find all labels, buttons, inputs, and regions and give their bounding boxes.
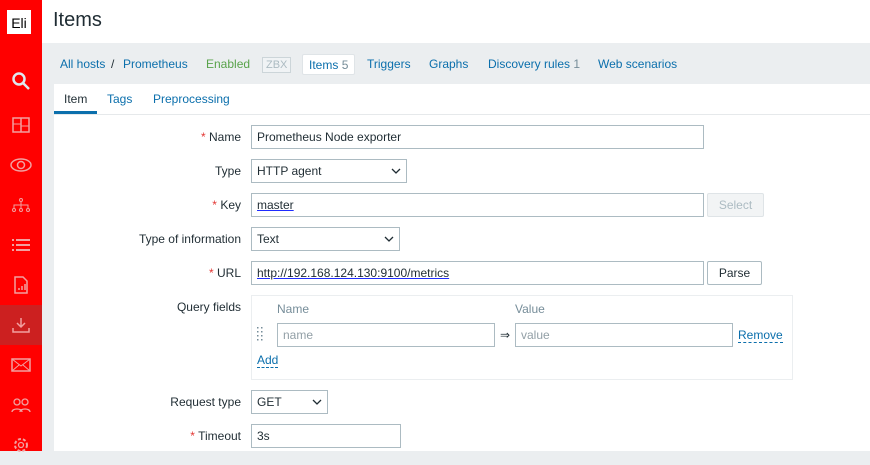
breadcrumb-host[interactable]: Prometheus: [123, 57, 188, 71]
remove-link[interactable]: Remove: [738, 328, 783, 343]
timeout-input[interactable]: 3s: [251, 424, 401, 448]
add-link[interactable]: Add: [257, 353, 279, 368]
chevron-down-icon: [312, 399, 322, 405]
search-icon[interactable]: [0, 61, 42, 101]
tab-preprocessing[interactable]: Preprocessing: [153, 92, 230, 106]
nav-triggers[interactable]: Triggers: [367, 57, 411, 71]
nav-discovery-rules[interactable]: Discovery rules 1: [488, 57, 580, 71]
monitoring-eye-icon[interactable]: [0, 145, 42, 185]
query-value-input[interactable]: value: [515, 323, 733, 347]
header: Items: [42, 0, 870, 43]
reports-icon[interactable]: [0, 265, 42, 305]
query-name-input[interactable]: name: [277, 323, 495, 347]
drag-handle-icon[interactable]: [256, 326, 264, 344]
status-enabled[interactable]: Enabled: [206, 57, 251, 71]
active-tab-indicator: [54, 111, 97, 114]
network-icon[interactable]: [0, 185, 42, 225]
url-label: * URL: [208, 266, 241, 280]
alerts-mail-icon[interactable]: [0, 345, 42, 385]
select-button[interactable]: Select: [707, 193, 764, 217]
key-input[interactable]: master: [251, 193, 704, 217]
type-of-information-label: Type of information: [138, 232, 241, 246]
nav-items[interactable]: Items 5: [302, 54, 356, 75]
tab-divider: [54, 114, 870, 115]
type-select[interactable]: HTTP agent: [251, 159, 407, 183]
name-input[interactable]: Prometheus Node exporter: [251, 125, 704, 149]
parse-button[interactable]: Parse: [707, 261, 762, 285]
settings-gear-icon[interactable]: [0, 425, 42, 465]
discovery-count: 1: [573, 57, 581, 71]
url-input[interactable]: http://192.168.124.130:9100/metrics: [251, 261, 704, 285]
tab-tags[interactable]: Tags: [107, 92, 133, 106]
nav-graphs[interactable]: Graphs: [429, 57, 469, 71]
type-of-information-select[interactable]: Text: [251, 227, 400, 251]
sidebar: Eli: [0, 0, 42, 452]
tab-item[interactable]: Item: [64, 92, 88, 106]
users-icon[interactable]: [0, 385, 42, 425]
type-label: Type: [214, 164, 241, 178]
page-title: Items: [53, 9, 102, 31]
query-fields-box: [251, 295, 793, 380]
chevron-down-icon: [384, 236, 394, 242]
query-name-header: Name: [277, 302, 310, 316]
breadcrumb-separator: /: [111, 57, 115, 71]
zbx-badge: ZBX: [262, 57, 292, 73]
list-icon[interactable]: [0, 225, 42, 265]
items-count: 5: [341, 58, 349, 72]
key-label: * Key: [212, 198, 241, 212]
breadcrumb-all-hosts[interactable]: All hosts: [60, 57, 106, 71]
chevron-down-icon: [391, 168, 401, 174]
arrow-icon: ⇒: [500, 328, 511, 342]
data-collection-icon[interactable]: [0, 305, 42, 345]
dashboard-icon[interactable]: [0, 105, 42, 145]
request-type-label: Request type: [170, 395, 241, 409]
query-fields-label: Query fields: [176, 300, 241, 314]
nav-items-label: Items: [309, 58, 339, 72]
nav-web-scenarios[interactable]: Web scenarios: [598, 57, 678, 71]
request-type-select[interactable]: GET: [251, 390, 328, 414]
timeout-label: * Timeout: [190, 429, 241, 443]
query-value-header: Value: [515, 302, 545, 316]
name-label: * Name: [200, 130, 241, 144]
nav-discovery-label: Discovery rules: [488, 57, 571, 71]
logo[interactable]: Eli: [7, 10, 31, 34]
